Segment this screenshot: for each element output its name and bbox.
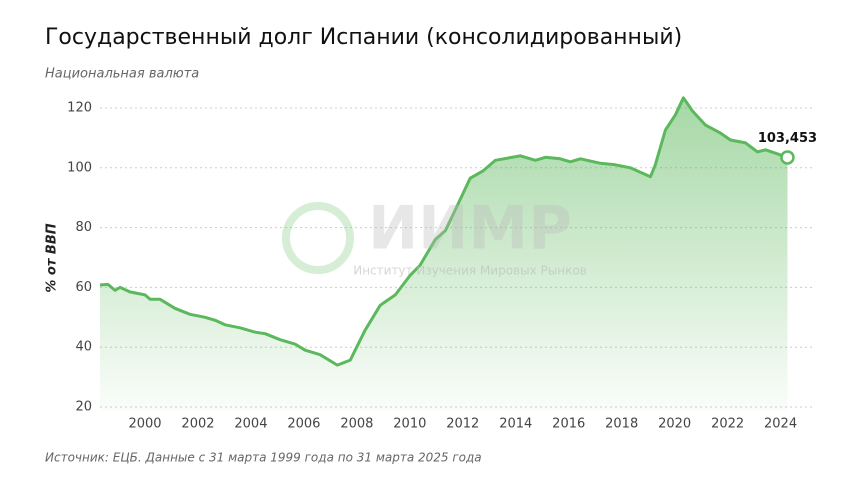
- x-tick-label: 2016: [552, 417, 585, 432]
- x-tick-label: 2024: [764, 417, 797, 432]
- watermark-subtitle: Институт Изучения Мировых Рынков: [353, 264, 587, 278]
- line: [99, 96, 789, 367]
- plot-area: 20 40 60 80 100 120 2000 2002 2004 2006 2008 2010 20…: [67, 96, 817, 432]
- x-tick-label: 2002: [181, 417, 214, 432]
- x-tick-label: 2010: [393, 417, 426, 432]
- watermark-logo: [282, 202, 354, 274]
- y-tick-label: 80: [75, 220, 92, 235]
- y-tick-label: 100: [67, 160, 92, 175]
- x-tick-label: 2004: [234, 417, 267, 432]
- y-tick-label: 20: [75, 400, 92, 415]
- x-tick-label: 2000: [128, 417, 161, 432]
- source-note: Источник: ЕЦБ. Данные с 31 марта 1999 го…: [45, 451, 482, 465]
- watermark: ИИМР: [368, 194, 572, 264]
- area-fill: [100, 97, 788, 411]
- x-tick-label: 2012: [446, 417, 479, 432]
- chart-title: Государственный долг Испании (консолидир…: [45, 25, 682, 50]
- x-tick-label: 2008: [340, 417, 373, 432]
- y-tick-label: 40: [75, 340, 92, 355]
- y-tick-label: 60: [75, 280, 92, 295]
- x-tick-label: 2006: [287, 417, 320, 432]
- end-marker: [780, 150, 795, 165]
- y-tick-label: 120: [67, 100, 92, 115]
- x-tick-label: 2014: [499, 417, 532, 432]
- x-tick-label: 2018: [605, 417, 638, 432]
- value-label: 103,453: [758, 131, 817, 146]
- x-tick-label: 2020: [658, 417, 691, 432]
- x-tick-label: 2022: [711, 417, 744, 432]
- y-axis-label: % от ВВП: [45, 223, 60, 292]
- chart-subtitle: Национальная валюта: [45, 67, 199, 82]
